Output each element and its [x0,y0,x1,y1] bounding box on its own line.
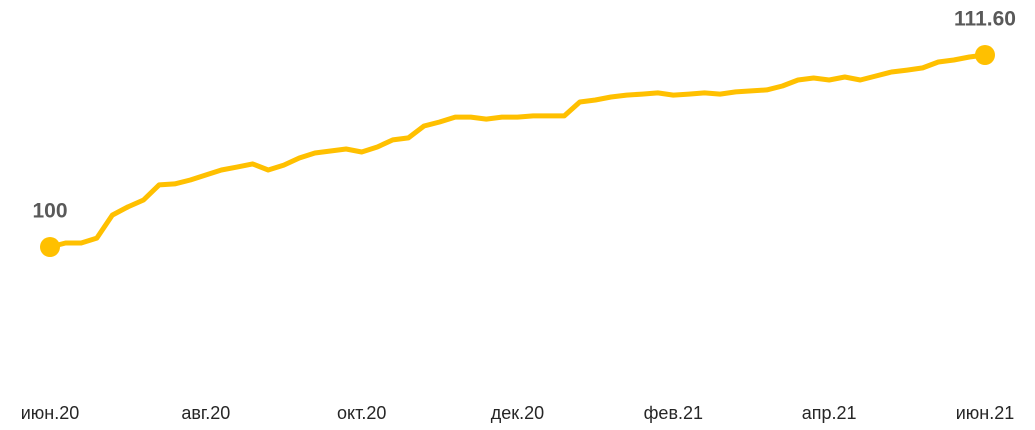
value-label: 100 [32,200,67,223]
x-tick-label: фев.21 [644,403,703,423]
x-tick-label: окт.20 [337,403,386,423]
x-tick-label: авг.20 [181,403,230,423]
value-label: 111.60 [954,8,1016,31]
x-tick-label: июн.20 [21,403,80,423]
end-marker [975,45,995,65]
x-tick-label: дек.20 [491,403,544,423]
x-tick-label: июн.21 [956,403,1015,423]
end-marker [40,237,60,257]
x-tick-label: апр.21 [802,403,857,423]
line [49,52,986,250]
